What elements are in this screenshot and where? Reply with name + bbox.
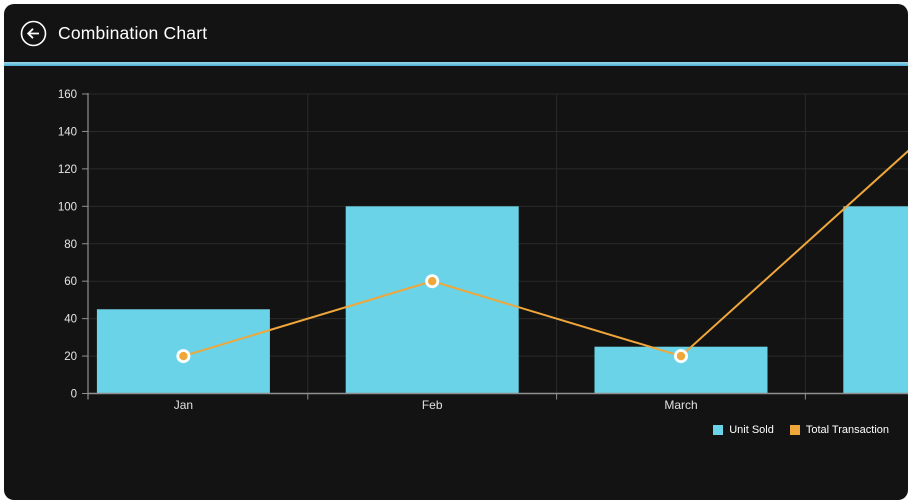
x-axis-label: March — [664, 398, 697, 412]
y-axis-label: 100 — [58, 201, 77, 213]
back-button[interactable] — [20, 20, 47, 47]
legend-label: Unit Sold — [729, 424, 774, 436]
x-axis-label: Feb — [422, 398, 443, 412]
app-header: Combination Chart — [4, 4, 908, 62]
y-axis-label: 0 — [71, 389, 77, 401]
accent-separator — [4, 62, 908, 66]
y-axis-label: 60 — [64, 276, 77, 288]
line-marker-center — [428, 276, 437, 286]
y-axis-label: 160 — [58, 89, 77, 101]
y-axis-label: 80 — [64, 239, 77, 251]
unit-sold-swatch — [713, 425, 724, 435]
bar-unit-sold[interactable] — [843, 206, 908, 394]
legend-item-total-transaction[interactable]: Total Transaction — [789, 424, 889, 436]
page-title: Combination Chart — [58, 22, 208, 43]
bar-unit-sold[interactable] — [345, 206, 519, 394]
y-axis-label: 20 — [64, 351, 77, 363]
x-axis-label: Jan — [174, 398, 193, 412]
legend-item-unit-sold[interactable]: Unit Sold — [713, 424, 774, 436]
legend-label: Total Transaction — [805, 424, 889, 436]
line-marker-center — [676, 351, 686, 361]
line-total-transaction[interactable] — [183, 131, 908, 358]
y-axis-label: 40 — [64, 314, 77, 326]
line-marker-center — [179, 351, 188, 361]
y-axis-label: 140 — [58, 126, 77, 138]
back-icon — [20, 20, 47, 47]
chart-canvas: 0 20 40 60 80 100 120 140 160 Jan Feb March — [58, 89, 908, 412]
legend: Unit Sold Total Transaction — [713, 424, 889, 436]
y-axis-label: 120 — [58, 164, 77, 176]
total-transaction-swatch — [789, 425, 800, 435]
app-window: Combination Chart 0 20 40 60 80 100 120 140 160 J… — [4, 4, 908, 500]
